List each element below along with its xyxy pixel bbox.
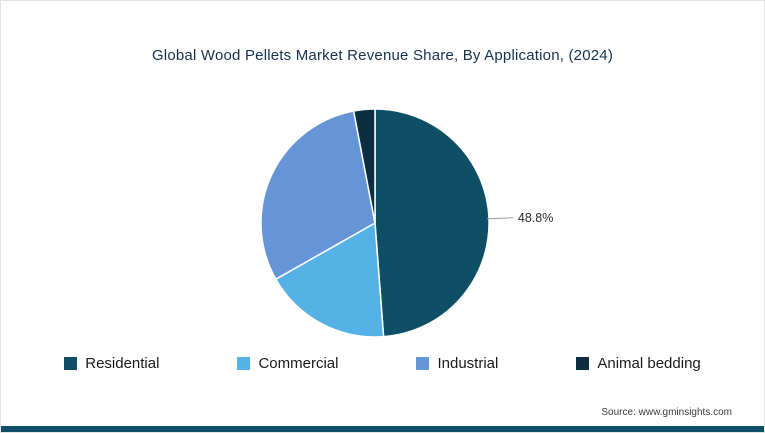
legend-item-residential: Residential xyxy=(64,355,159,372)
data-label-residential: 48.8% xyxy=(517,211,552,225)
pie-slice-industrial xyxy=(259,110,376,281)
legend-swatch-residential xyxy=(64,357,78,370)
legend-swatch-commercial xyxy=(237,357,251,370)
chart-title: Global Wood Pellets Market Revenue Share… xyxy=(151,47,614,64)
pie-slice-commercial xyxy=(274,221,384,338)
legend-swatch-industrial xyxy=(416,357,430,370)
pie-chart-area: 48.8% xyxy=(175,97,575,349)
legend-item-commercial: Commercial xyxy=(237,355,338,372)
pie-chart-svg: 48.8% xyxy=(259,108,553,338)
pie-slice-animal-bedding xyxy=(352,108,376,224)
pie-slice-residential xyxy=(373,108,490,338)
chart-legend: Residential Commercial Industrial Animal… xyxy=(1,355,764,372)
legend-label-commercial: Commercial xyxy=(258,355,339,372)
legend-swatch-animal-bedding xyxy=(576,357,590,370)
data-label-leader-line xyxy=(486,217,513,220)
bottom-accent-bar xyxy=(1,426,764,432)
legend-item-industrial: Industrial xyxy=(416,355,498,372)
source-attribution: Source: www.gminsights.com xyxy=(601,407,732,418)
legend-label-animal-bedding: Animal bedding xyxy=(597,355,701,372)
legend-label-industrial: Industrial xyxy=(437,355,499,372)
legend-item-animal-bedding: Animal bedding xyxy=(576,355,701,372)
legend-label-residential: Residential xyxy=(85,355,160,372)
